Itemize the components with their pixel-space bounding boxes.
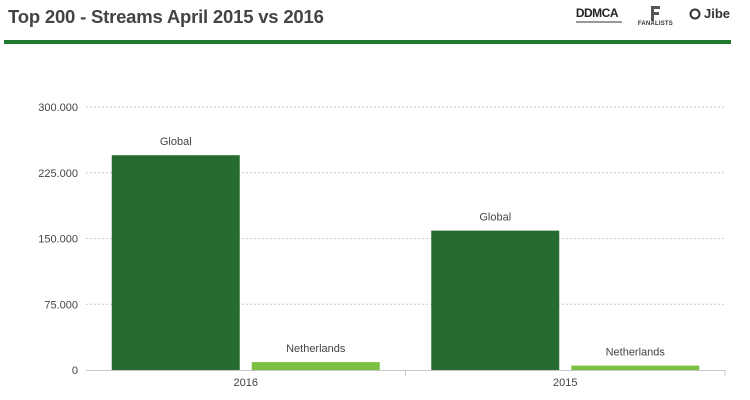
page-title: Top 200 - Streams April 2015 vs 2016 — [8, 6, 324, 27]
jibe-logo: Jibe — [689, 6, 730, 21]
y-tick-label: 75.000 — [44, 299, 78, 311]
bar-global-2016 — [111, 155, 240, 370]
ddmca-logo: DDMCA — [575, 6, 622, 23]
header: Top 200 - Streams April 2015 vs 2016 DDM… — [0, 0, 750, 44]
bar-series-label: Global — [160, 136, 192, 148]
fanalists-f-icon — [651, 6, 661, 21]
bar-global-2015 — [431, 230, 560, 370]
header-rule — [4, 40, 731, 44]
x-tick-label: 2015 — [553, 377, 577, 389]
jibe-logo-text: Jibe — [703, 6, 730, 21]
bar-series-label: Netherlands — [286, 343, 346, 355]
bar-netherlands-2016 — [251, 362, 380, 370]
y-tick-label: 150.000 — [38, 234, 78, 246]
jibe-circle-icon — [689, 8, 701, 20]
fanalists-logo: FANALISTS — [638, 6, 673, 28]
chart-bars: Global Netherlands Global Netherlands — [111, 136, 700, 370]
y-tick-label: 225.000 — [38, 168, 78, 180]
bar-series-label: Netherlands — [606, 347, 666, 359]
x-tick-label: 2016 — [234, 377, 258, 389]
chart-y-axis: 0 75.000 150.000 225.000 300.000 — [38, 102, 78, 377]
bar-series-label: Global — [479, 212, 511, 224]
fanalists-logo-text: FANALISTS — [637, 21, 673, 27]
y-tick-label: 300.000 — [38, 102, 78, 114]
y-tick-label: 0 — [72, 365, 78, 377]
chart-x-axis: 2016 2015 — [234, 370, 726, 389]
bar-netherlands-2015 — [571, 365, 700, 370]
ddmca-logo-text: DDMCA — [575, 6, 619, 20]
logo-strip: DDMCA FANALISTS Jibe — [575, 6, 730, 32]
bar-chart: 0 75.000 150.000 225.000 300.000 Global Nethe… — [38, 102, 726, 389]
ddmca-logo-underline — [575, 21, 622, 23]
